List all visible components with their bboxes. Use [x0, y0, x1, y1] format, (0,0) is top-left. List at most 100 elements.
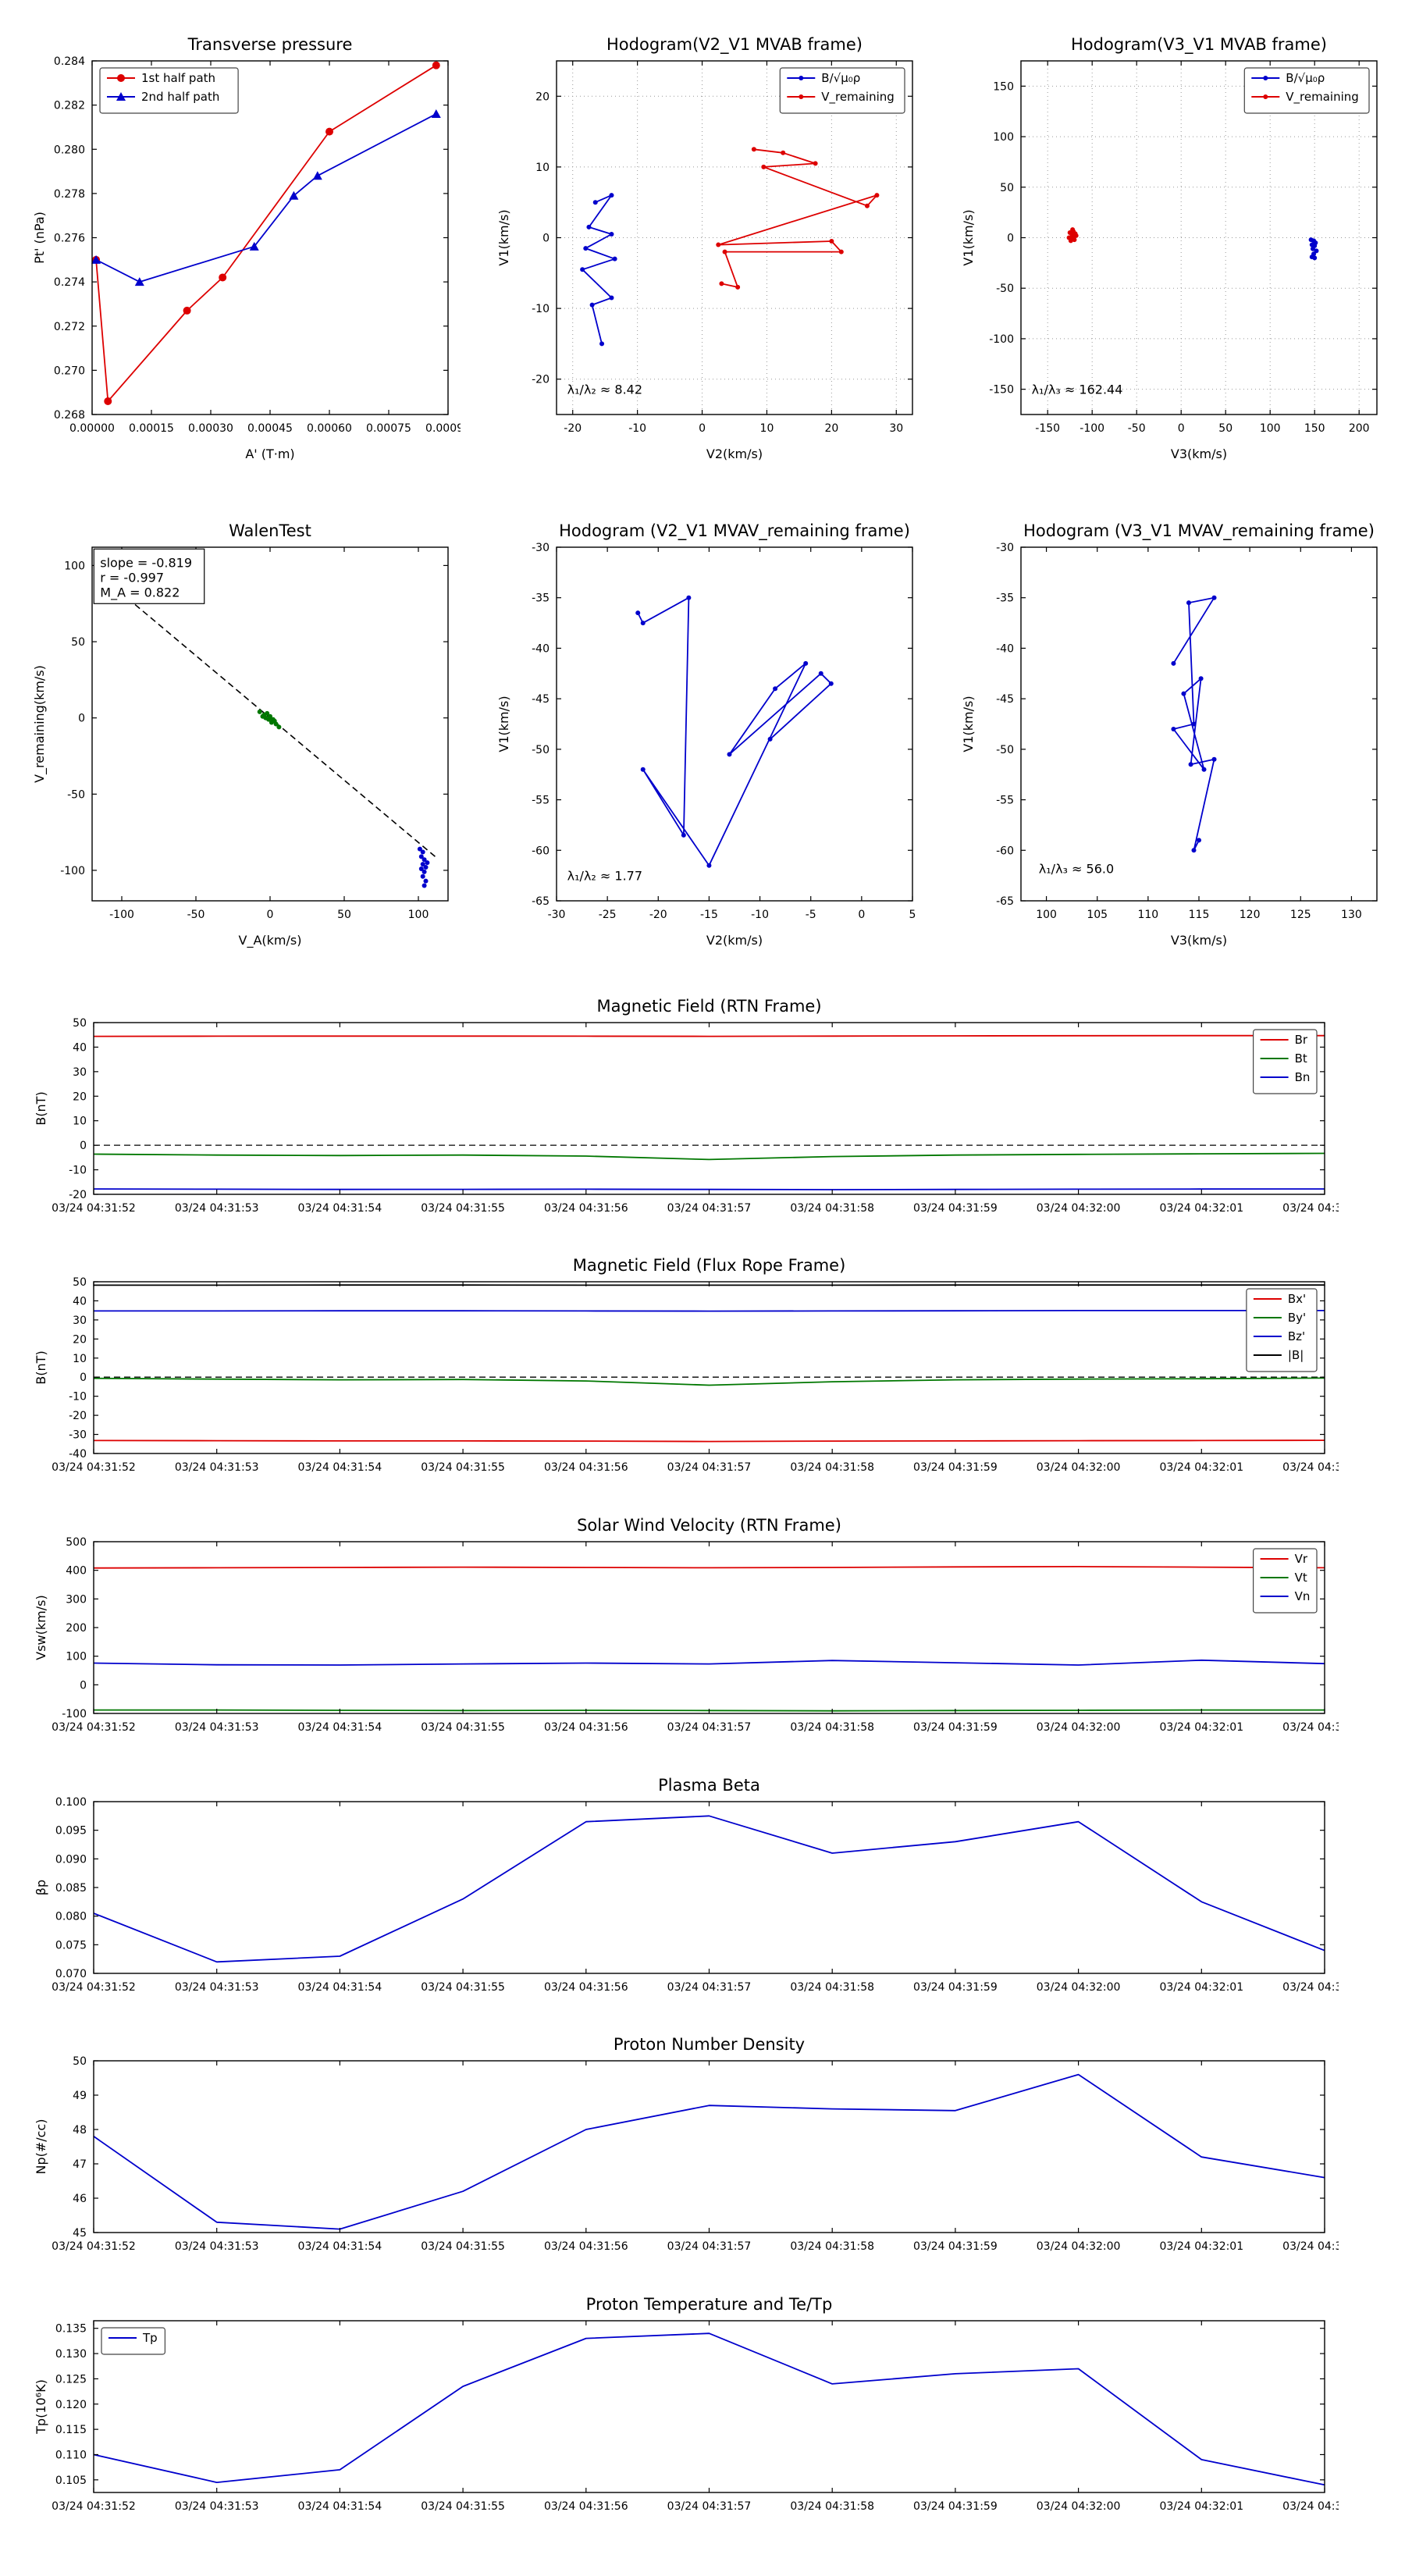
- svg-text:03/24 04:32:01: 03/24 04:32:01: [1159, 1981, 1243, 1994]
- legend-label: B/√μ₀ρ: [1286, 71, 1325, 85]
- series-Vr: [93, 1566, 1325, 1569]
- svg-text:0: 0: [858, 909, 865, 921]
- svg-text:-150: -150: [1035, 422, 1060, 435]
- series-Bn: [93, 1188, 1325, 1190]
- chart-hodogram-v3v1-mvab: -150 -100 -50 0 50 100 150 200 -150 -100 -50 0 50 100…: [943, 17, 1389, 482]
- svg-text:-50: -50: [996, 744, 1014, 756]
- svg-text:300: 300: [66, 1593, 87, 1606]
- legend-label: V_remaining: [1286, 90, 1359, 105]
- series-Tp: [93, 2332, 1325, 2486]
- svg-text:40: 40: [73, 1295, 87, 1308]
- svg-text:03/24 04:32:00: 03/24 04:32:00: [1037, 1202, 1121, 1215]
- svg-text:48: 48: [73, 2124, 87, 2137]
- svg-text:03/24 04:32:00: 03/24 04:32:00: [1037, 1721, 1121, 1734]
- chart-title: WalenTest: [229, 521, 311, 540]
- svg-text:03/24 04:32:02: 03/24 04:32:02: [1282, 2500, 1339, 2513]
- svg-text:-60: -60: [996, 845, 1014, 857]
- series-beta-p: [93, 1815, 1325, 1963]
- svg-text:03/24 04:31:59: 03/24 04:31:59: [913, 1202, 998, 1215]
- svg-text:10: 10: [73, 1353, 87, 1365]
- svg-text:50: 50: [1000, 182, 1014, 194]
- svg-text:0.270: 0.270: [54, 365, 85, 377]
- svg-text:03/24 04:32:02: 03/24 04:32:02: [1282, 1461, 1339, 1474]
- chart-title: Magnetic Field (Flux Rope Frame): [573, 1256, 846, 1275]
- chart-title: Solar Wind Velocity (RTN Frame): [577, 1516, 841, 1535]
- svg-text:03/24 04:32:01: 03/24 04:32:01: [1159, 1461, 1243, 1474]
- svg-text:03/24 04:31:52: 03/24 04:31:52: [52, 1721, 136, 1734]
- chart-svg-hodogram-v2v1-mvav: -30 -25 -20 -15 -10 -5 0 5-65-60-55-50-45-40-35…: [496, 521, 916, 948]
- legend-label: |B|: [1288, 1348, 1304, 1362]
- svg-text:0: 0: [80, 1679, 87, 1692]
- annotation-text: slope = -0.819: [100, 555, 192, 570]
- svg-text:50: 50: [73, 1017, 87, 1030]
- svg-text:03/24 04:31:52: 03/24 04:31:52: [52, 1202, 136, 1215]
- svg-text:-100: -100: [109, 909, 134, 921]
- svg-text:200: 200: [66, 1622, 87, 1635]
- svg-text:10: 10: [760, 422, 774, 435]
- chart-title: Magnetic Field (RTN Frame): [596, 997, 821, 1016]
- svg-text:03/24 04:31:57: 03/24 04:31:57: [667, 1461, 752, 1474]
- svg-text:0.070: 0.070: [55, 1968, 87, 1980]
- series-end-cluster: [417, 846, 430, 888]
- svg-text:03/24 04:31:56: 03/24 04:31:56: [544, 2500, 628, 2513]
- legend-box: [779, 67, 905, 114]
- legend-box: [101, 2327, 166, 2355]
- svg-text:150: 150: [993, 80, 1014, 93]
- svg-text:03/24 04:31:54: 03/24 04:31:54: [298, 1202, 382, 1215]
- svg-text:0: 0: [1007, 233, 1014, 245]
- svg-text:-40: -40: [996, 642, 1014, 655]
- svg-text:03/24 04:31:52: 03/24 04:31:52: [52, 2240, 136, 2253]
- svg-text:-50: -50: [996, 283, 1014, 295]
- svg-text:-10: -10: [628, 422, 646, 435]
- chart-walen-test: -100 -50 0 50 100 -100 -50 0 50 100 WalenTest V_A(k…: [14, 503, 461, 968]
- svg-text:-20: -20: [69, 1189, 87, 1201]
- legend-label: Bt: [1295, 1051, 1307, 1066]
- y-axis-label: V_remaining(km/s): [32, 665, 48, 783]
- y-axis-label: βp: [34, 1880, 48, 1895]
- svg-text:10: 10: [535, 162, 550, 174]
- svg-text:0.135: 0.135: [55, 2323, 87, 2336]
- svg-text:0.00030: 0.00030: [188, 422, 233, 435]
- svg-text:-20: -20: [649, 909, 667, 921]
- svg-text:03/24 04:32:01: 03/24 04:32:01: [1159, 1202, 1243, 1215]
- svg-text:-100: -100: [1080, 422, 1104, 435]
- annotation-text: λ₁/λ₂ ≈ 1.77: [567, 869, 642, 884]
- svg-text:120: 120: [1240, 909, 1261, 921]
- legend-label: Bx': [1288, 1292, 1306, 1306]
- svg-text:0: 0: [699, 422, 706, 435]
- svg-text:0.00015: 0.00015: [129, 422, 174, 435]
- svg-text:125: 125: [1290, 909, 1311, 921]
- y-axis-label: V1(km/s): [961, 696, 976, 752]
- svg-text:0.00075: 0.00075: [366, 422, 411, 435]
- chart-svg-proton-density: 03/24 04:31:52 03/24 04:31:53 03/24 04:31:…: [34, 2035, 1367, 2253]
- svg-text:100: 100: [1036, 909, 1057, 921]
- svg-text:-100: -100: [62, 1708, 87, 1720]
- svg-text:03/24 04:31:53: 03/24 04:31:53: [175, 2240, 259, 2253]
- svg-text:03/24 04:31:58: 03/24 04:31:58: [790, 2500, 874, 2513]
- chart-title: Proton Temperature and Te/Tp: [586, 2295, 833, 2314]
- svg-text:-50: -50: [1128, 422, 1146, 435]
- svg-text:100: 100: [1260, 422, 1281, 435]
- svg-text:0: 0: [78, 713, 85, 725]
- svg-text:0.00060: 0.00060: [307, 422, 352, 435]
- x-axis-label: V_A(km/s): [239, 933, 302, 948]
- chart-svg-mag-rtn: 03/24 04:31:52 03/24 04:31:53 03/24 04:31:…: [34, 997, 1367, 1215]
- svg-text:500: 500: [66, 1536, 87, 1549]
- svg-text:03/24 04:31:55: 03/24 04:31:55: [421, 1461, 505, 1474]
- svg-text:10: 10: [73, 1115, 87, 1128]
- legend-label: Br: [1295, 1033, 1308, 1047]
- chart-proton-number-density: 03/24 04:31:52 03/24 04:31:53 03/24 04:31:…: [12, 2025, 1367, 2282]
- svg-text:03/24 04:31:53: 03/24 04:31:53: [175, 1461, 259, 1474]
- series-V-hodogram: [1171, 595, 1217, 853]
- svg-text:03/24 04:31:52: 03/24 04:31:52: [52, 1981, 136, 1994]
- series-Br: [93, 1034, 1325, 1037]
- svg-text:-10: -10: [751, 909, 769, 921]
- svg-text:0: 0: [542, 233, 550, 245]
- svg-text:100: 100: [408, 909, 429, 921]
- svg-text:03/24 04:31:56: 03/24 04:31:56: [544, 2240, 628, 2253]
- svg-text:20: 20: [824, 422, 838, 435]
- svg-text:49: 49: [73, 2090, 87, 2102]
- annotation-text: λ₁/λ₃ ≈ 56.0: [1039, 862, 1114, 877]
